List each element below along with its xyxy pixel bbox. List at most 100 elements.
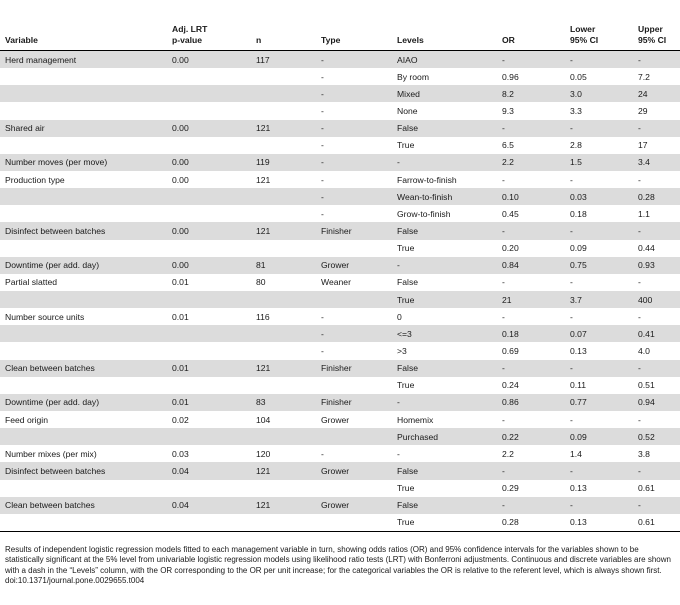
cell-lower-ci: 1.4: [570, 448, 582, 459]
cell-variable: [0, 290, 167, 309]
cell-lower-ci: -: [565, 359, 633, 377]
table-row: Clean between batches 0.01 121 Finisher Fals…: [0, 359, 680, 377]
cell-variable: [0, 325, 167, 343]
cell-upper-ci: 3.8: [638, 448, 650, 459]
cell-type: -: [316, 188, 392, 206]
table-row: - Mixed 8.2 3.0 24: [0, 85, 680, 103]
cell-upper-ci: -: [638, 311, 641, 322]
cell-upper-ci: -: [633, 359, 680, 377]
cell-lower-ci: -: [565, 119, 633, 137]
cell-upper-ci: 0.61: [633, 513, 680, 532]
header-levels: Levels: [392, 24, 497, 51]
cell-p-value: 0.01: [167, 393, 251, 411]
cell-lower-ci: 0.07: [565, 325, 633, 343]
cell-lower-ci: 2.8: [570, 140, 582, 151]
cell-or: 0.24: [502, 380, 519, 391]
table-row: Herd management 0.00 117- AIAO - - -: [0, 50, 680, 69]
cell-upper-ci: -: [633, 496, 680, 514]
cell-p-value: [167, 102, 251, 119]
cell-variable: Number mixes (per mix): [5, 448, 97, 459]
cell-n: [251, 137, 316, 154]
cell-n: 80: [256, 277, 266, 288]
caption-doi: doi:10.1371/journal.pone.0029655.t004: [5, 576, 145, 586]
cell-variable: Downtime (per add. day): [0, 393, 167, 411]
cell-levels: True: [392, 290, 497, 309]
cell-n: 121: [251, 462, 316, 480]
cell-or: 0.28: [497, 513, 565, 532]
cell-p-value: 0.00: [167, 119, 251, 137]
cell-levels: -: [392, 393, 497, 411]
cell-variable: [0, 102, 167, 119]
cell-levels: >3: [397, 345, 407, 356]
cell-p-value: [167, 377, 251, 394]
table-row: Feed origin 0.02 104 Grower Homemix - - -: [0, 411, 680, 428]
cell-n: [251, 480, 316, 497]
cell-variable: Shared air: [0, 119, 167, 137]
cell-variable: Clean between batches: [0, 496, 167, 514]
cell-p-value: 0.00: [167, 256, 251, 274]
cell-upper-ci: -: [633, 50, 680, 69]
cell-lower-ci: -: [565, 496, 633, 514]
cell-p-value: 0.01: [172, 311, 189, 322]
cell-upper-ci: -: [633, 119, 680, 137]
cell-variable: Number moves (per move): [0, 153, 167, 171]
cell-variable: Downtime (per add. day): [0, 256, 167, 274]
cell-p-value: [167, 480, 251, 497]
table-row: Purchased 0.22 0.09 0.52: [0, 428, 680, 446]
cell-p-value: [167, 137, 251, 154]
cell-variable: [0, 513, 167, 532]
cell-upper-ci: -: [638, 174, 641, 185]
header-lower-ci: Lower 95% CI: [565, 24, 633, 51]
cell-type: -: [316, 50, 392, 69]
cell-type: -: [321, 345, 324, 356]
table-row: Production type 0.00 121 - Farrow-to-finish -…: [0, 171, 680, 188]
cell-upper-ci: 3.4: [633, 153, 680, 171]
cell-upper-ci: 17: [638, 140, 648, 151]
cell-or: -: [497, 119, 565, 137]
cell-n: 104: [256, 414, 271, 425]
cell-levels: False: [397, 277, 419, 288]
table-row: Disinfect between batches 0.00 121 Finisher…: [0, 222, 680, 240]
cell-type: [316, 513, 392, 532]
cell-p-value: [167, 188, 251, 206]
cell-lower-ci: 0.18: [570, 208, 587, 219]
cell-type: [316, 240, 392, 257]
cell-levels: False: [392, 496, 497, 514]
cell-upper-ci: 0.41: [633, 325, 680, 343]
cell-n: [251, 102, 316, 119]
cell-upper-ci: 0.28: [633, 188, 680, 206]
table-row: Number moves (per move) 0.00 119- -2.2 1.5 3.…: [0, 153, 680, 171]
cell-variable: Partial slatted: [5, 277, 58, 288]
cell-variable: [0, 85, 167, 103]
cell-variable: [0, 137, 167, 154]
cell-levels: True: [397, 380, 415, 391]
cell-or: 0.86: [497, 393, 565, 411]
cell-type: Finisher: [316, 222, 392, 240]
header-or: OR: [497, 24, 565, 51]
cell-p-value: [167, 325, 251, 343]
table-row: Downtime (per add. day) 0.01 83 Finisher -0.…: [0, 393, 680, 411]
cell-type: Grower: [316, 256, 392, 274]
cell-n: 121: [251, 119, 316, 137]
cell-type: Grower: [321, 414, 350, 425]
cell-type: -: [316, 153, 392, 171]
cell-upper-ci: 0.94: [633, 393, 680, 411]
cell-p-value: 0.04: [167, 496, 251, 514]
cell-upper-ci: 4.0: [638, 345, 650, 356]
cell-or: -: [497, 462, 565, 480]
cell-lower-ci: -: [570, 414, 573, 425]
cell-n: [251, 205, 316, 222]
cell-lower-ci: 0.13: [565, 513, 633, 532]
cell-n: 81: [251, 256, 316, 274]
cell-or: -: [502, 414, 505, 425]
cell-variable: Clean between batches: [0, 359, 167, 377]
cell-levels: 0: [397, 311, 402, 322]
cell-type: -: [321, 311, 324, 322]
caption-text: Results of independent logistic regressi…: [5, 545, 671, 575]
cell-levels: Wean-to-finish: [392, 188, 497, 206]
cell-lower-ci: 1.5: [565, 153, 633, 171]
cell-n: [251, 513, 316, 532]
header-upper-ci: Upper 95% CI: [633, 24, 680, 51]
cell-lower-ci: -: [565, 222, 633, 240]
results-table: Variable Adj. LRT p-value n Type Levels …: [0, 24, 680, 532]
